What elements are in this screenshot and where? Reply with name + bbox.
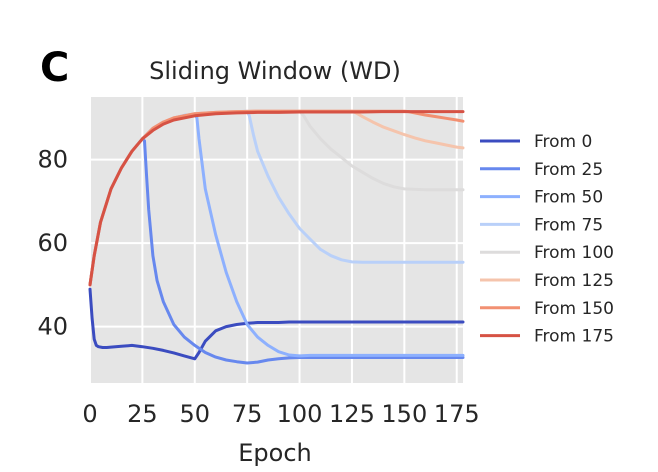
- legend-label: From 100: [534, 243, 614, 263]
- x-tick-label: 175: [434, 400, 480, 428]
- legend-label: From 50: [534, 188, 603, 208]
- y-tick-label: 40: [37, 313, 68, 341]
- legend-label: From 0: [534, 132, 592, 152]
- legend: From 0 From 25 From 50 From 75 From 100 From …: [480, 132, 614, 347]
- y-tick-label: 80: [37, 146, 68, 174]
- x-tick-labels: 0 25 50 75 100 125 150 175: [82, 400, 479, 428]
- x-tick-label: 150: [381, 400, 427, 428]
- x-tick-label: 100: [277, 400, 323, 428]
- legend-label: From 150: [534, 299, 614, 319]
- x-tick-label: 75: [232, 400, 263, 428]
- legend-label: From 175: [534, 327, 614, 347]
- series-line: [88, 110, 465, 287]
- x-tick-label: 50: [180, 400, 211, 428]
- x-axis-label: Epoch: [238, 439, 312, 467]
- panel-letter: C: [40, 45, 69, 91]
- plot-area: [90, 97, 463, 383]
- gridlines: [89, 97, 463, 383]
- legend-label: From 75: [534, 215, 603, 235]
- legend-label: From 125: [534, 271, 614, 291]
- x-tick-label: 0: [82, 400, 97, 428]
- series-lines: [88, 109, 465, 365]
- y-tick-labels: 40 60 80: [37, 146, 68, 341]
- y-tick-label: 60: [37, 229, 68, 257]
- series-line: [88, 287, 465, 361]
- legend-label: From 25: [534, 160, 603, 180]
- x-tick-label: 125: [329, 400, 375, 428]
- chart-title: Sliding Window (WD): [149, 57, 401, 85]
- x-tick-label: 25: [127, 400, 158, 428]
